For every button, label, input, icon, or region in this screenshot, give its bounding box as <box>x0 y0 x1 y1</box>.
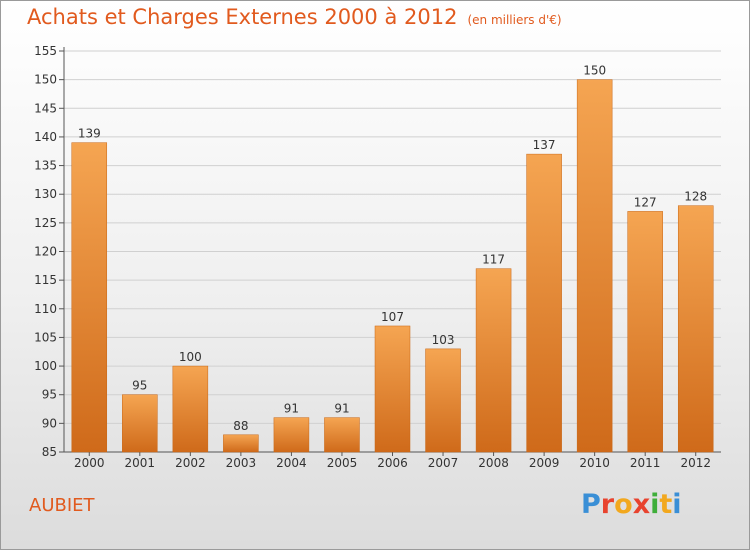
x-tick-label: 2003 <box>226 456 257 470</box>
y-tick-label: 95 <box>42 388 57 402</box>
brand-logo: Proxiti <box>581 489 682 520</box>
data-label-2011: 127 <box>634 195 657 209</box>
y-tick-label: 130 <box>34 187 57 201</box>
y-tick-labels: 85 90 95 100 105 110 115 120 125 130 135 140 145 150 1… <box>34 44 57 459</box>
x-tick-label: 2001 <box>125 456 156 470</box>
data-label-2000: 139 <box>78 127 101 141</box>
y-tick-label: 120 <box>34 245 57 259</box>
bar-2006 <box>374 325 411 453</box>
x-tick-label: 2012 <box>680 456 711 470</box>
x-tick-label: 2010 <box>579 456 610 470</box>
brand-letter: t <box>659 489 673 520</box>
chart-title: Achats et Charges Externes 2000 à 2012 (e… <box>27 5 562 29</box>
data-label-2012: 128 <box>684 190 707 204</box>
y-tick-label: 140 <box>34 130 57 144</box>
brand-letter: x <box>632 489 651 520</box>
bar-2000 <box>71 142 108 453</box>
bar-2003 <box>223 434 259 453</box>
brand-letter: o <box>614 489 633 520</box>
bar-2005 <box>324 417 360 453</box>
bar-2011 <box>627 211 663 453</box>
y-tick-label: 150 <box>34 73 57 87</box>
data-label-2009: 137 <box>533 138 556 152</box>
data-label-2006: 107 <box>381 310 404 324</box>
x-tick-labels: 2000 2001 2002 2003 2004 2005 2006 2007 2008 2009… <box>74 456 711 470</box>
data-label-2005: 91 <box>334 402 349 416</box>
y-tick-label: 135 <box>34 159 57 173</box>
y-tick-label: 105 <box>34 330 57 344</box>
y-tick-label: 115 <box>34 273 57 287</box>
x-tick-label: 2002 <box>175 456 206 470</box>
x-tick-label: 2000 <box>74 456 105 470</box>
y-tick-label: 90 <box>42 416 57 430</box>
y-tick-label: 125 <box>34 216 57 230</box>
data-label-2002: 100 <box>179 350 202 364</box>
bar-2002 <box>172 365 209 453</box>
data-labels: 139 95 100 88 91 91 107 103 117 137 150 127 128 <box>78 64 707 433</box>
x-tick-label: 2004 <box>276 456 307 470</box>
bar-2007 <box>425 348 461 453</box>
bar-2004 <box>273 417 310 453</box>
brand-letter: P <box>581 489 601 520</box>
x-tick-label: 2005 <box>327 456 358 470</box>
y-tick-label: 145 <box>34 101 57 115</box>
y-tick-label: 85 <box>42 445 57 459</box>
chart-subtitle: (en milliers d'€) <box>467 13 562 27</box>
bar-2012 <box>677 205 714 453</box>
brand-letter: i <box>672 489 682 520</box>
data-label-2008: 117 <box>482 253 505 267</box>
bar-2009 <box>526 153 562 453</box>
x-tick-label: 2008 <box>478 456 509 470</box>
brand-letter: r <box>600 489 615 520</box>
bar-2010 <box>576 79 613 453</box>
data-label-2007: 103 <box>432 333 455 347</box>
chart-title-text: Achats et Charges Externes 2000 à 2012 <box>27 5 458 29</box>
bars <box>71 79 714 453</box>
x-tick-label: 2009 <box>529 456 560 470</box>
y-tick-label: 155 <box>34 44 57 58</box>
x-tick-label: 2006 <box>377 456 408 470</box>
y-tick-label: 110 <box>34 302 57 316</box>
data-label-2001: 95 <box>132 379 147 393</box>
brand-letter: i <box>650 489 660 520</box>
data-label-2004: 91 <box>284 402 299 416</box>
y-tick-label: 100 <box>34 359 57 373</box>
data-label-2010: 150 <box>583 64 606 78</box>
x-tick-label: 2007 <box>428 456 459 470</box>
bar-2008 <box>475 268 512 453</box>
bar-2001 <box>122 394 158 453</box>
commune-name: AUBIET <box>29 495 95 516</box>
x-tick-label: 2011 <box>630 456 661 470</box>
data-label-2003: 88 <box>233 419 248 433</box>
